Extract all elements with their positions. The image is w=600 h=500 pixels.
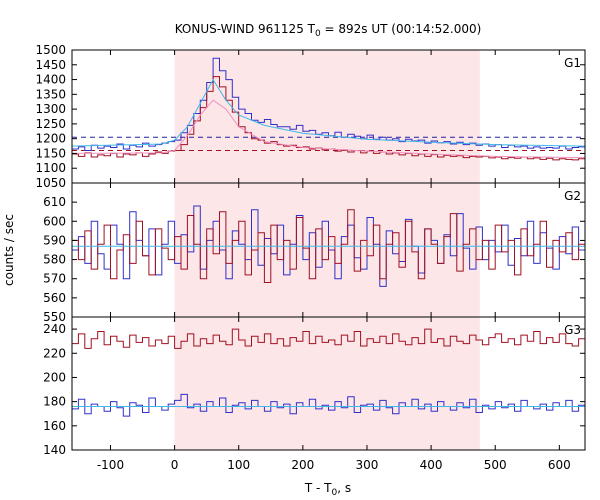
y-tick-label: 160 [43, 419, 66, 433]
y-tick-label: 610 [43, 195, 66, 209]
highlight-interval [174, 50, 480, 183]
panel-g3: 140 160 180 200 220 240 G3 [43, 316, 586, 457]
panel-label: G3 [564, 323, 581, 337]
chart-title-subscript: 0 [315, 29, 321, 39]
panel-g1-plot-area [72, 50, 585, 183]
y-tick-label: 1300 [35, 102, 66, 116]
chart-title-suffix: = 892s UT (00:14:52.000) [321, 22, 482, 36]
x-tick-label: 400 [420, 458, 443, 472]
x-tick-label: 200 [291, 458, 314, 472]
panel-label: G1 [564, 56, 581, 70]
y-tick-label: 1250 [35, 117, 66, 131]
y-tick-label: 200 [43, 370, 66, 384]
panel-frame [71, 316, 586, 451]
y-tick-label: 1150 [35, 146, 66, 160]
y-tick-label: 1400 [35, 73, 66, 87]
y-tick-label: 180 [43, 395, 66, 409]
y-tick-label: 1450 [35, 58, 66, 72]
y-tick-label: 580 [43, 253, 66, 267]
x-tick-label: 100 [227, 458, 250, 472]
fit-pink-line [72, 99, 585, 159]
y-tick-label: 1100 [35, 161, 66, 175]
series-red-line [72, 76, 585, 161]
panel-g1: 1050110011501200125013001350140014501500… [35, 43, 586, 190]
y-tick-label: 570 [43, 272, 66, 286]
x-axis-title-suffix: , s [337, 481, 351, 495]
y-tick-label: 550 [43, 310, 66, 324]
y-tick-label: 560 [43, 291, 66, 305]
y-tick-label: 590 [43, 233, 66, 247]
x-tick-label: -100 [97, 458, 124, 472]
series-blue-line [72, 205, 585, 287]
chart-title-prefix: KONUS-WIND 961125 T [175, 22, 316, 36]
y-tick-label: 1350 [35, 87, 66, 101]
y-tick-label: 1500 [35, 43, 66, 57]
panel-label: G2 [564, 189, 581, 203]
panel-g3-plot-area [72, 317, 585, 450]
y-tick-label: 140 [43, 443, 66, 457]
y-tick-label: 240 [43, 322, 66, 336]
x-axis-title-subscript: 0 [332, 488, 338, 498]
x-axis-title-prefix: T - T [304, 481, 332, 495]
chart-title: KONUS-WIND 961125 T0 = 892s UT (00:14:52… [175, 22, 482, 39]
y-axis-title: counts / sec [2, 214, 16, 286]
chart-panels: 1050110011501200125013001350140014501500… [35, 43, 586, 472]
fit-cyan-line [72, 78, 585, 147]
panel-g2: 550 560 570 580 590 600 610 G2 [43, 182, 586, 324]
highlight-interval [174, 317, 480, 450]
y-tick-label: 1050 [35, 176, 66, 190]
y-tick-label: 1200 [35, 132, 66, 146]
series-red-line [72, 209, 585, 283]
x-tick-label: 500 [484, 458, 507, 472]
x-tick-label: 300 [356, 458, 379, 472]
x-tick-label: 0 [171, 458, 179, 472]
panel-g2-plot-area [72, 183, 585, 317]
y-tick-label: 600 [43, 214, 66, 228]
x-tick-label: 600 [548, 458, 571, 472]
x-axis-title: T - T0, s [304, 481, 351, 498]
y-tick-label: 220 [43, 346, 66, 360]
series-red-line [72, 328, 585, 349]
